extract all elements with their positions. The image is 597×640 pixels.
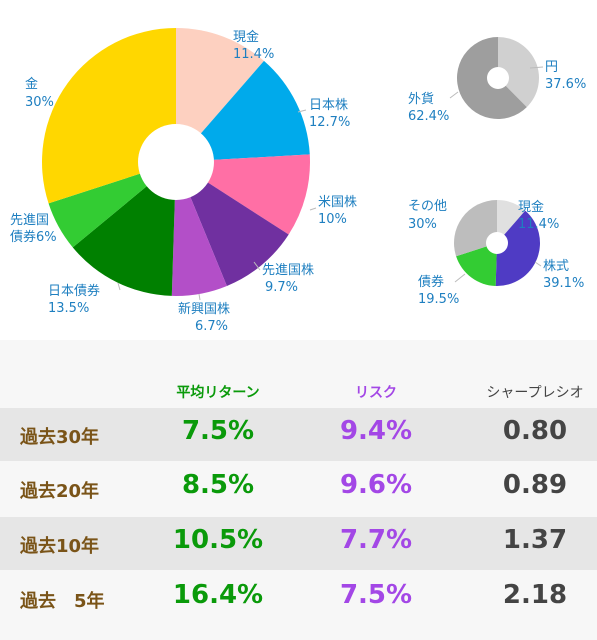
return-value: 7.5% [181,416,255,446]
leader-line [534,261,542,267]
pie-center-hole [138,124,214,200]
slice-label-value: 19.5% [418,292,459,307]
pie-slice-4 [176,162,289,286]
slice-label-name: 円 [545,60,558,75]
period-label: 過去30年 [20,427,100,448]
slice-label-name: 現金 [518,199,544,215]
sharpe-value: 1.37 [502,525,568,555]
slice-label-value: 10% [318,212,347,227]
slice-label-name: 先進国 [10,213,49,228]
pie-center-hole [486,232,508,254]
return-value: 10.5% [172,525,264,555]
slice-label-name: 新興国株 [178,301,230,317]
return-value: 8.5% [181,470,255,500]
asset-type-pie [454,200,541,286]
header-sharpe: シャープレシオ [486,385,584,401]
pie-slice-1 [176,28,264,162]
slice-label-name: 日本株 [309,98,348,113]
slice-label-value: 30% [25,95,54,110]
pie-slice-1 [497,200,526,243]
asset-allocation-pie [41,28,310,296]
risk-value: 7.5% [339,580,413,610]
pie-slice-7 [48,162,176,248]
slice-label-value: 6.7% [195,319,228,334]
slice-label-value: 11.4% [233,47,274,62]
slice-label-value: 11.4% [518,217,559,232]
slice-label-name: 債券 [418,274,444,290]
slice-label-value: 13.5% [48,301,89,316]
leader-line [309,207,317,211]
period-label: 過去 5年 [20,591,105,612]
pie-labels: 現金 11.4% 日本株 12.7% 米国株 10% 先進国株 9.7% 新興国株 6.7% 日本債… [10,29,586,334]
slice-label-name: 外貨 [408,91,434,107]
leader-line [529,66,544,69]
currency-pie [457,37,539,120]
table-row: 過去10年 10.5% 7.7% 1.37 [0,517,597,570]
risk-value: 9.6% [339,470,413,500]
slice-label-name: 株式 [543,259,569,274]
sharpe-value: 0.89 [502,470,568,500]
pie-slice-2 [495,210,541,286]
header-return: 平均リターン [176,385,260,401]
table-row: 過去30年 7.5% 9.4% 0.80 [0,408,597,461]
slice-label-name: 米国株 [318,195,357,210]
table-row: 過去 5年 16.4% 7.5% 2.18 [0,572,597,625]
slice-label-value: 12.7% [309,115,350,130]
risk-value: 7.7% [339,525,413,555]
performance-table: 平均リターン リスク シャープレシオ 過去30年 7.5% 9.4% 0.80 … [0,340,597,640]
return-value: 16.4% [172,580,264,610]
pie-center-hole [487,67,509,89]
table-row: 過去20年 8.5% 9.6% 0.89 [0,462,597,515]
risk-value: 9.4% [339,416,413,446]
slice-label-name: 現金 [233,29,259,45]
leader-line [454,273,466,283]
period-label: 過去10年 [20,536,100,557]
pie-slice-2 [176,60,310,162]
slice-label-value: 37.6% [545,77,586,92]
pie-slice-6 [72,162,176,296]
pie-charts-area: 現金 11.4% 日本株 12.7% 米国株 10% 先進国株 9.7% 新興国株 6.7% 日本債… [10,28,586,334]
slice-label-value: 62.4% [408,109,449,124]
leader-line [198,293,201,301]
leader-line [297,109,307,113]
sharpe-value: 0.80 [502,416,568,446]
pie-slice-3 [456,243,497,286]
leader-line [117,282,121,291]
slice-label-value: 39.1% [543,276,584,291]
period-label: 過去20年 [20,481,100,502]
slice-label-name: 先進国株 [262,263,314,278]
slice-label-value: 9.7% [265,280,298,295]
slice-label-name: その他 [408,199,447,214]
sharpe-value: 2.18 [502,580,568,610]
slice-label-value: 30% [408,217,437,232]
slice-label-name: 日本債券 [48,283,100,299]
slice-label-value: 債券6% [10,229,57,245]
leader-line [253,261,261,271]
leader-line [449,91,459,99]
header-risk: リスク [355,385,397,401]
pie-slice-1 [498,37,539,108]
slice-label-name: 金 [25,76,38,92]
